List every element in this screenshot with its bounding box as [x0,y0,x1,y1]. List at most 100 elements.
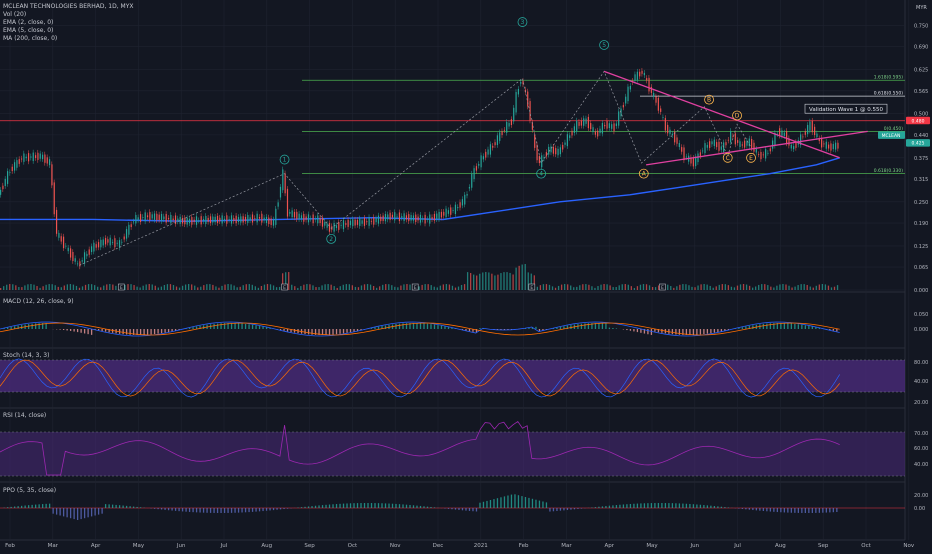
macd-bar [343,329,344,333]
ppo-bar [780,508,781,512]
candle-body [240,216,241,222]
macd-pane-label[interactable]: MACD (12, 26, close, 9) [3,298,74,306]
volume-bar [582,284,583,290]
ppo-bar [52,508,53,514]
volume-bar [485,272,486,290]
candle-body [138,217,139,220]
candle-body [716,142,717,147]
ppo-bar [115,505,116,508]
volume-bar [279,287,280,290]
macd-bar [98,329,99,330]
candle-body [392,215,393,218]
indicator-ema2[interactable]: EMA (2, close, 0) [3,19,133,27]
ppo-bar [633,504,634,508]
macd-bar [714,329,715,333]
ppo-bar [507,496,508,509]
macd-bar [689,329,690,335]
macd-bar [707,329,708,334]
indicator-ma200[interactable]: MA (200, close, 0) [3,35,133,43]
macd-bar [430,324,431,329]
ppo-bar [563,508,564,510]
ppo-bar [521,496,522,508]
ppo-bar [87,508,88,517]
volume-bar [149,284,150,290]
candle-body [2,186,3,189]
ppo-bar [777,508,778,512]
price-tick-label: 0.065 [914,265,928,271]
volume-bar [716,286,717,290]
ppo-bar [339,504,340,508]
ppo-bar [742,508,743,509]
candle-body [485,152,486,158]
price-tag-label: 0.480 [912,118,925,124]
volume-bar [609,285,610,290]
candle-body [592,127,593,132]
candle-body [254,218,255,219]
macd-bar [808,326,809,329]
indicator-ema5[interactable]: EMA (5, close, 0) [3,27,133,35]
ppo-bar [140,507,141,508]
ppo-pane-label[interactable]: PPO (5, 35, close) [3,487,56,495]
ppo-bar [560,508,561,511]
ppo-bar [493,499,494,508]
ppo-bar [185,508,186,512]
volume-bar [55,285,56,290]
ppo-bar [119,505,120,508]
volume-bar [761,284,762,290]
candle-body [89,249,90,254]
macd-bar [346,329,347,333]
candle-body [730,131,731,142]
macd-bar [196,326,197,329]
symbol-title[interactable]: MCLEAN TECHNOLOGIES BERHAD, 1D, MYX [3,3,133,11]
volume-bar [440,286,441,290]
candle-body [501,131,502,135]
ppo-histogram [3,494,837,520]
macd-bar [703,329,704,334]
candle-body [420,215,421,223]
macd-bar [203,325,204,329]
wave-label: 2 [329,236,333,243]
macd-bar [535,327,536,329]
volume-bar [346,284,347,290]
candle-body [446,209,447,217]
ppo-bar [94,508,95,516]
candle-body [718,142,719,151]
ppo-bar [605,506,606,508]
macd-bar [420,323,421,329]
volume-bar [385,284,386,290]
candle-body [259,217,260,218]
ppo-bar [476,508,477,511]
candle-body [110,238,111,246]
stoch-pane-label[interactable]: Stoch (14, 3, 3) [3,352,49,360]
candle-body [697,154,698,163]
wave-label: D [735,112,740,119]
candle-body [616,123,617,126]
candle-body [338,222,339,230]
candle-body [735,133,736,144]
volume-bar [182,286,183,290]
indicator-vol[interactable]: Vol (20) [3,11,133,19]
macd-bar [700,329,701,334]
candle-body [453,210,454,211]
ppo-bar [829,508,830,512]
candle-body [98,242,99,247]
volume-bar [164,285,165,290]
macd-bar [395,324,396,329]
ppo-bar [833,508,834,512]
volume-bar [446,284,447,290]
volume-bar [270,284,271,290]
volume-bar [88,284,89,290]
candle-body [721,146,722,149]
rsi-pane-label[interactable]: RSI (14, close) [3,412,46,420]
candle-body [434,214,435,221]
candle-body [229,219,230,220]
volume-bar [306,284,307,290]
ppo-bar [395,504,396,508]
candle-body [350,221,351,225]
volume-bar [667,285,668,290]
volume-bar [212,285,213,290]
candle-body [739,141,740,147]
candle-body [355,220,356,226]
ppo-bar [612,505,613,508]
